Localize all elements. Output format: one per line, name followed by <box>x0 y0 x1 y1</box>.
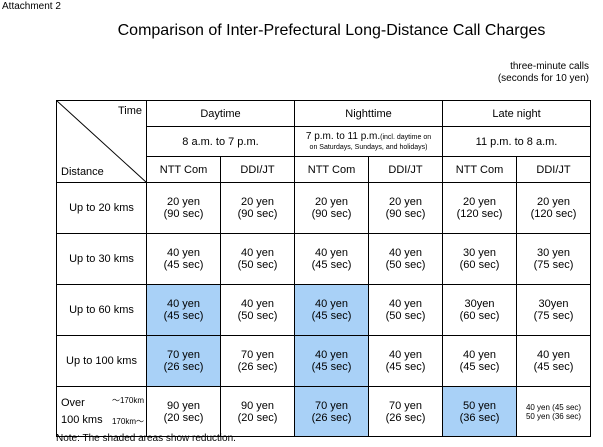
hours-nighttime: 7 p.m. to 11 p.m.(incl. daytime on on Sa… <box>294 126 443 157</box>
rate-cell: 40 yen (50 sec) <box>368 233 443 285</box>
corner-header: Time Distance <box>56 100 147 183</box>
rate-cell: 40 yen (50 sec) <box>368 284 443 336</box>
rate-cell: 30 yen (75 sec) <box>515 233 592 285</box>
period-nighttime: Nighttime <box>294 100 443 127</box>
carrier-header: DDI/JT <box>220 156 295 183</box>
table-row: Up to 60 kms 40 yen (45 sec) 40 yen (50 se… <box>56 284 592 336</box>
rate-cell: 40 yen (45 sec) <box>294 233 369 285</box>
carrier-header: NTT Com <box>294 156 369 183</box>
carrier-header: DDI/JT <box>368 156 443 183</box>
over-label-2: 100 kms <box>61 414 103 426</box>
rate-cell: 20 yen (90 sec) <box>368 182 443 234</box>
rate-cell: 40 yen (50 sec) <box>220 233 295 285</box>
hours-late-night: 11 p.m. to 8 a.m. <box>441 126 592 157</box>
unit-note: three-minute calls (seconds for 10 yen) <box>498 61 589 85</box>
period-late-night: Late night <box>441 100 592 127</box>
rate-cell-shaded: 40 yen (45 sec) <box>294 335 369 387</box>
rate-cell: 40 yen (45 sec) <box>368 335 443 387</box>
range-upto-170: ～170km <box>111 396 144 405</box>
rate-cell: 40 yen (45 sec) <box>146 233 221 285</box>
row-label: Up to 30 kms <box>56 233 147 285</box>
carrier-header: DDI/JT <box>515 156 592 183</box>
rate-cell: 20 yen (120 sec) <box>442 182 517 234</box>
hours-nighttime-extra: (incl. daytime on <box>380 134 432 141</box>
row-label: Up to 100 kms <box>56 335 147 387</box>
rate-cell: 40 yen (45 sec) <box>442 335 517 387</box>
rate-cell-shaded: 40 yen (45 sec) <box>146 284 221 336</box>
rate-cell: 20 yen (120 sec) <box>515 182 592 234</box>
rate-cell: 20 yen (90 sec) <box>146 182 221 234</box>
carrier-header: NTT Com <box>442 156 517 183</box>
rate-cell: 20 yen (90 sec) <box>294 182 369 234</box>
hours-daytime: 8 a.m. to 7 p.m. <box>146 126 295 157</box>
period-daytime: Daytime <box>146 100 295 127</box>
hours-nighttime-extra2: on Saturdays, Sundays, and holidays) <box>309 144 428 151</box>
rate-cell: 90 yen (20 sec) <box>146 386 221 437</box>
time-label: Time <box>117 105 142 117</box>
unit-note-line-2: (seconds for 10 yen) <box>497 73 589 84</box>
rate-cell: 30yen (75 sec) <box>515 284 592 336</box>
charges-table: Time Distance Daytime Nighttime Late nig… <box>56 100 592 437</box>
rate-cell: 70 yen (26 sec) <box>368 386 443 437</box>
table-row: Up to 100 kms 70 yen (26 sec) 70 yen (26 s… <box>56 335 592 387</box>
distance-label: Distance <box>61 166 104 178</box>
rate-cell-shaded: 70 yen (26 sec) <box>146 335 221 387</box>
rate-cell: 70 yen (26 sec) <box>220 335 295 387</box>
unit-note-line-1: three-minute calls <box>510 61 589 72</box>
rate-cell: 90 yen (20 sec) <box>220 386 295 437</box>
row-label: Up to 60 kms <box>56 284 147 336</box>
table-row: Up to 20 kms 20 yen (90 sec) 20 yen (90 se… <box>56 182 592 234</box>
row-label-over: Over 100 kms ～170km 170km～ <box>56 386 147 437</box>
range-over-170: 170km～ <box>111 417 144 426</box>
page-title: Comparison of Inter-Prefectural Long-Dis… <box>117 22 546 39</box>
rate-cell-shaded: 70 yen (26 sec) <box>294 386 369 437</box>
table-row: Up to 30 kms 40 yen (45 sec) 40 yen (50 se… <box>56 233 592 285</box>
over-label-1: Over <box>61 397 85 409</box>
table-row-over-100: Over 100 kms ～170km 170km～ 90 yen (20 sec… <box>56 386 592 437</box>
hours-nighttime-main: 7 p.m. to 11 p.m. <box>305 131 381 142</box>
rate-cell-split: 40 yen (45 sec) 50 yen (36 sec) <box>515 386 592 437</box>
rate-cell: 40 yen (45 sec) <box>515 335 592 387</box>
attachment-label: Attachment 2 <box>2 1 61 12</box>
rate-cell-shaded: 40 yen (45 sec) <box>294 284 369 336</box>
rate-cell: 30yen (60 sec) <box>442 284 517 336</box>
rate-cell-shaded: 50 yen (36 sec) <box>442 386 517 437</box>
carrier-header: NTT Com <box>146 156 221 183</box>
footnote: Note: The shaded areas show reduction. <box>56 433 236 444</box>
row-label: Up to 20 kms <box>56 182 147 234</box>
rate-cell: 40 yen (50 sec) <box>220 284 295 336</box>
rate-cell: 30 yen (60 sec) <box>442 233 517 285</box>
rate-cell: 20 yen (90 sec) <box>220 182 295 234</box>
